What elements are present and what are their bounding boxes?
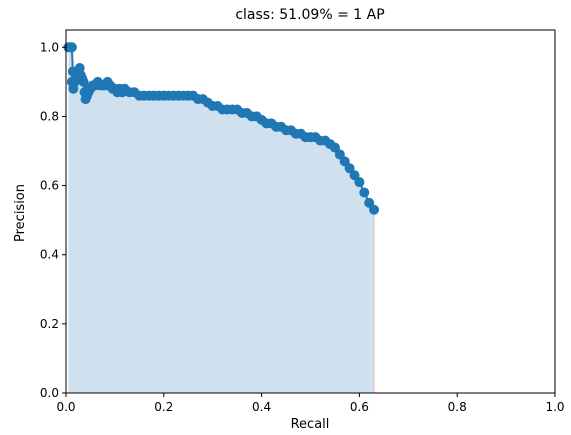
plot-frame — [65, 29, 556, 394]
pr-point — [344, 163, 355, 174]
y-tick-label: 1.0 — [40, 40, 59, 54]
y-axis-ticks: 0.0 0.2 0.4 0.6 0.8 1.0 — [40, 40, 66, 400]
pr-point — [359, 187, 370, 198]
x-tick-label: 0.4 — [252, 400, 271, 414]
pr-point — [334, 149, 345, 160]
x-axis-ticks: 0.0 0.2 0.4 0.6 0.8 1.0 — [56, 393, 565, 414]
pr-point — [369, 204, 380, 215]
pr-point — [339, 156, 350, 167]
pr-point — [329, 142, 340, 153]
x-tick-label: 1.0 — [545, 400, 564, 414]
y-tick-label: 0.4 — [40, 248, 59, 262]
pr-point — [349, 170, 360, 181]
pr-point — [78, 76, 89, 87]
pr-point — [364, 197, 375, 208]
chart-title: class: 51.09% = 1 AP — [235, 7, 384, 23]
x-tick-label: 0.0 — [56, 400, 75, 414]
y-tick-label: 0.0 — [40, 386, 59, 400]
x-axis-label: Recall — [291, 417, 330, 432]
pr-point — [66, 42, 77, 53]
pr-point — [354, 177, 365, 188]
x-tick-label: 0.6 — [350, 400, 369, 414]
y-tick-label: 0.8 — [40, 109, 59, 123]
y-tick-label: 0.6 — [40, 179, 59, 193]
y-tick-label: 0.2 — [40, 317, 59, 331]
plot-area — [63, 42, 380, 394]
x-tick-label: 0.8 — [448, 400, 467, 414]
area-fill — [68, 47, 375, 394]
y-axis-label: Precision — [13, 184, 28, 242]
x-tick-label: 0.2 — [154, 400, 173, 414]
